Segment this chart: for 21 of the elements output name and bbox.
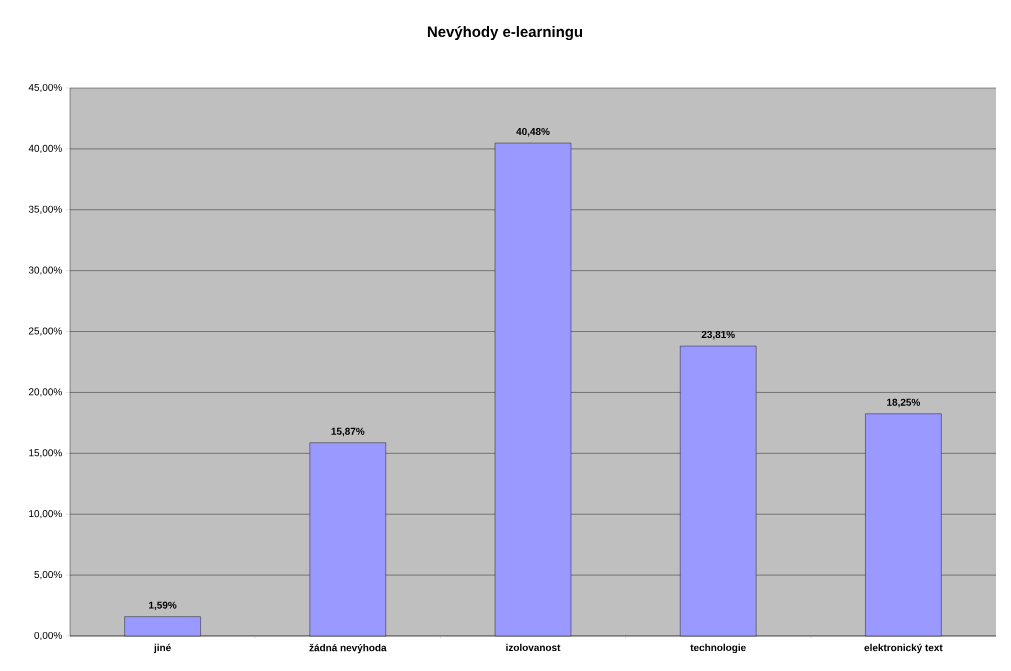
- data-label: 23,81%: [701, 331, 735, 340]
- y-tick-label: 15,00%: [29, 449, 62, 458]
- data-label: 40,48%: [516, 128, 550, 137]
- y-tick-label: 5,00%: [34, 571, 62, 580]
- y-tick-label: 35,00%: [28, 205, 62, 214]
- x-tick-label: technologie: [690, 643, 746, 654]
- data-label: 15,87%: [331, 427, 365, 437]
- x-tick-label: elektronický text: [864, 643, 943, 654]
- y-tick-label: 40,00%: [28, 144, 62, 154]
- x-tick-label: izolovanost: [506, 643, 561, 652]
- data-label: 1,59%: [149, 601, 177, 611]
- y-tick-label: 10,00%: [29, 510, 62, 519]
- chart-title: Nevýhody e-learningu: [427, 25, 583, 41]
- y-tick-label: 45,00%: [28, 83, 62, 93]
- x-tick-label: žádná nevýhoda: [309, 643, 387, 654]
- x-tick-label: jiné: [153, 643, 171, 654]
- y-tick-label: 25,00%: [28, 327, 62, 336]
- y-tick-label: 20,00%: [28, 388, 62, 397]
- y-tick-label: 30,00%: [28, 266, 62, 275]
- y-tick-label: 0,00%: [34, 631, 62, 641]
- data-label: 18,25%: [887, 398, 921, 408]
